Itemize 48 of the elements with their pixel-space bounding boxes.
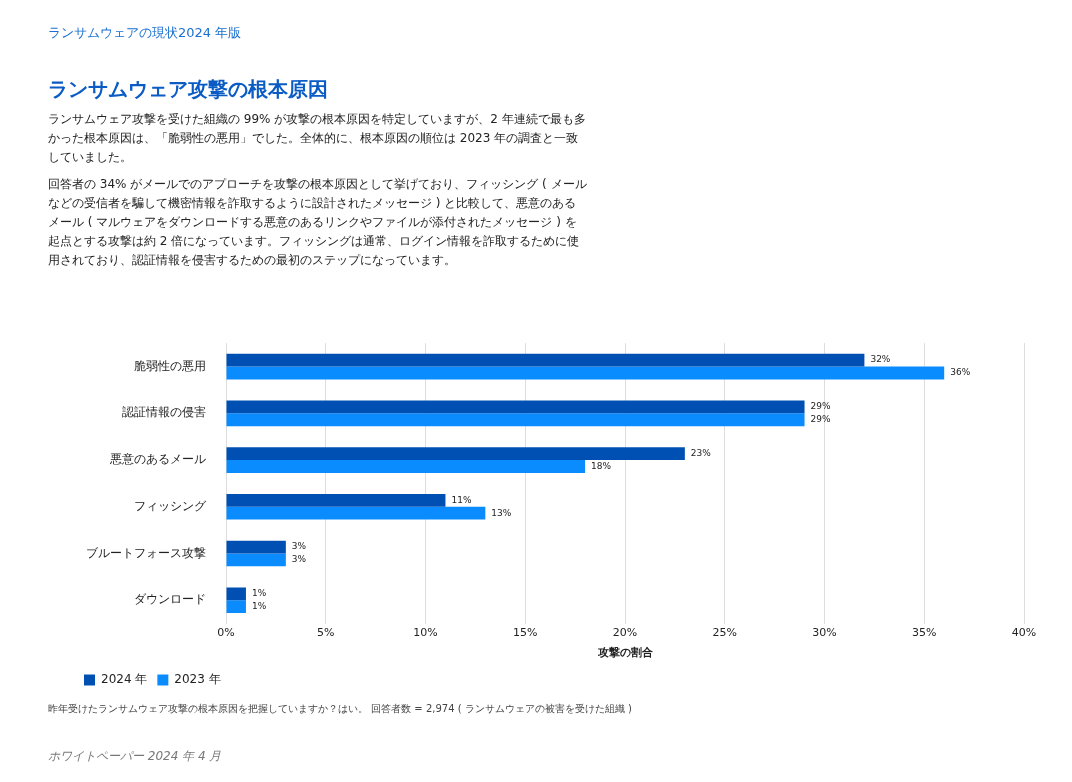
y-tick-label: 悪意のあるメール <box>109 452 206 467</box>
x-tick-label: 40% <box>1011 626 1037 640</box>
data-label: 36% <box>950 367 971 378</box>
y-tick-label: 認証情報の侵害 <box>122 405 206 420</box>
bar <box>226 506 486 520</box>
text: ホワイトペーパー 2024 年 4 月 <box>48 748 222 765</box>
bar <box>226 413 805 427</box>
bar <box>226 600 246 614</box>
data-label: 1% <box>251 601 267 611</box>
text: ランサムウェア攻撃を受けた組織の 99% が攻撃の根本原因を特定していますが、2 年連続で最も多かった根本原因は、「脆弱性の悪用」でした。全体的に、根本原因の順位は 2023 年の調査と一致していました。 <box>48 111 587 166</box>
x-tick-label: 30% <box>812 626 837 640</box>
bar <box>226 553 286 567</box>
y-tick-label: ダウンロード <box>134 592 206 607</box>
data-label: 3% <box>291 541 307 552</box>
y-tick-label: ブルートフォース攻撃 <box>86 545 206 560</box>
data-label: 29% <box>810 414 831 425</box>
bar <box>226 353 865 367</box>
data-label: 1% <box>251 588 267 599</box>
data-label: 11% <box>451 494 472 505</box>
x-tick-label: 35% <box>912 626 937 640</box>
text: ランサムウェアの現状2024 年版 <box>48 24 242 42</box>
x-tick-label: 10% <box>413 626 438 640</box>
data-label: 3% <box>291 554 307 565</box>
text: 回答者の 34% がメールでのアプローチを攻撃の根本原因として挙げており、フィッシング ( メールなどの受信者を騙して機密情報を詐取するように設計されたメッセージ ) と比較して、悪意のあるメール ( マルウェアをダウンロードする悪意のあるリンクやファイルが添付されたメッセージ ) を起点とする攻撃は約 2 倍になっています。フィッシングは通常、ログイン情報を詐取するために使用されており、認証情報を侵害するための最初のステップになっています。 <box>48 176 588 269</box>
data-label: 23% <box>690 447 712 458</box>
bar <box>226 366 945 380</box>
x-tick-label: 20% <box>612 626 638 640</box>
x-tick-label: 5% <box>317 626 335 640</box>
x-tick-label: 0% <box>217 626 235 640</box>
y-tick-label: フィッシング <box>134 498 207 513</box>
x-tick-label: 25% <box>712 626 737 640</box>
data-label: 13% <box>491 507 512 518</box>
x-tick-label: 15% <box>513 626 538 640</box>
bar <box>226 400 805 414</box>
data-label: 29% <box>810 401 831 412</box>
y-tick-label: 脆弱性の悪用 <box>134 358 206 373</box>
bar <box>226 447 685 461</box>
chart-title: ランサムウェア攻撃の根本原因 <box>48 76 328 103</box>
data-label: 32% <box>870 354 891 365</box>
x-axis-title: 攻撃の割合 <box>596 646 654 660</box>
legend-label: 2024 年 <box>101 672 148 687</box>
data-label: 18% <box>591 460 612 471</box>
bar <box>226 587 246 601</box>
legend-label: 2023 年 <box>174 672 221 687</box>
bar <box>226 540 286 554</box>
text: 昨年受けたランサムウェア攻撃の根本原因を把握していますか？はい。 回答者数 = 2,974 ( ランサムウェアの被害を受けた組織 ) <box>48 702 632 716</box>
bar <box>226 460 586 473</box>
bar <box>226 493 446 507</box>
